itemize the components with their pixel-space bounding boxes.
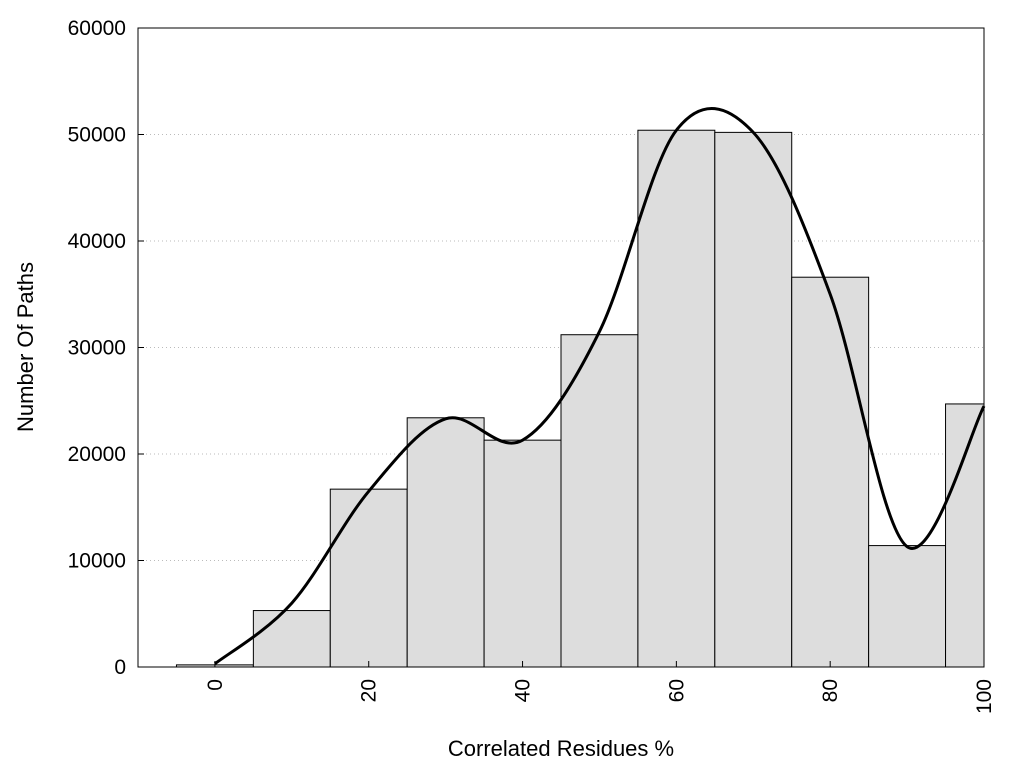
histogram-bar <box>252 610 331 668</box>
x-axis-label: Correlated Residues % <box>448 736 674 761</box>
y-axis-label: Number Of Paths <box>13 262 38 432</box>
y-tick-label: 20000 <box>68 443 126 466</box>
y-tick-label: 60000 <box>68 17 126 40</box>
y-tick-label: 50000 <box>68 124 126 147</box>
density-curve <box>213 106 986 665</box>
y-tick-label: 0 <box>114 656 126 679</box>
x-tick-label: 40 <box>512 679 535 702</box>
histogram-bar <box>714 131 793 668</box>
histogram-bar <box>945 403 985 668</box>
x-tick-label: 20 <box>358 679 381 702</box>
histogram-bar <box>329 488 408 668</box>
histogram-bar <box>483 439 562 668</box>
x-tick-label: 100 <box>973 679 996 714</box>
y-tick-label: 40000 <box>68 230 126 253</box>
histogram-bar <box>406 417 485 668</box>
histogram-bar <box>637 129 716 668</box>
histogram-bar <box>791 276 870 668</box>
histogram-bar <box>868 545 947 668</box>
y-tick-label: 30000 <box>68 337 126 360</box>
x-tick-label: 80 <box>819 679 842 702</box>
y-axis-ticks: 0 10000 20000 30000 40000 50000 60000 <box>68 17 144 679</box>
bars <box>175 129 985 668</box>
x-axis-ticks: 0 20 40 60 80 100 <box>204 661 996 714</box>
histogram-bar <box>560 334 639 668</box>
density-curve-group <box>213 106 986 665</box>
x-tick-label: 60 <box>665 679 688 702</box>
y-tick-label: 10000 <box>68 550 126 573</box>
x-tick-label: 0 <box>204 679 227 691</box>
